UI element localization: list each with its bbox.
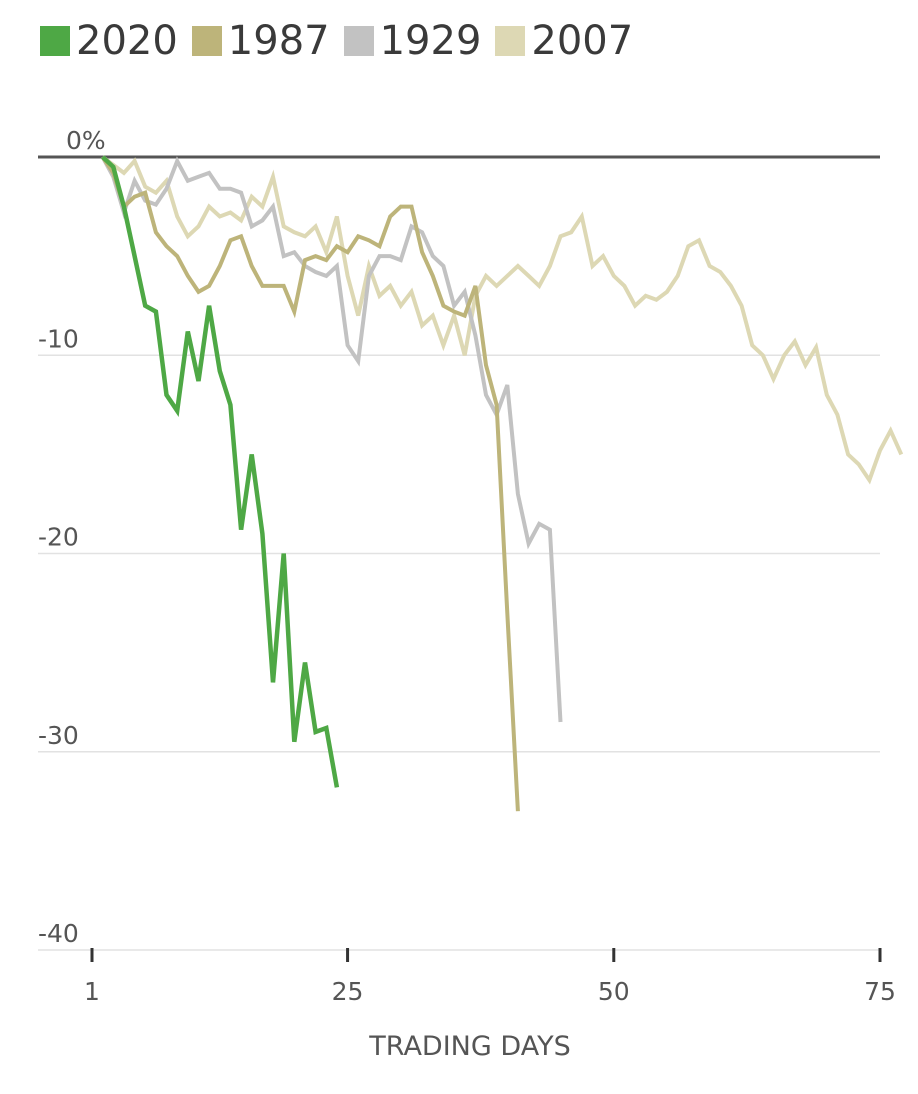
y-axis-tick-labels: 0% -10 -20 -30 -40 xyxy=(38,126,106,948)
y-tick-label: -20 xyxy=(38,523,79,552)
x-axis: 1 25 50 75 xyxy=(84,948,896,1006)
series-line-1929 xyxy=(100,156,563,723)
legend-swatch-2007 xyxy=(495,26,526,56)
grid-lines xyxy=(38,155,880,951)
y-tick-label: -10 xyxy=(38,324,79,353)
series-line-1987 xyxy=(100,155,520,812)
chart-legend: 2020 1987 1929 2007 xyxy=(40,18,647,64)
legend-item-2007: 2007 xyxy=(495,18,633,64)
legend-item-1987: 1987 xyxy=(191,18,330,64)
x-tick-label: 1 xyxy=(84,977,100,1006)
legend-label-1929: 1929 xyxy=(379,18,482,64)
legend-swatch-1929 xyxy=(343,26,374,56)
x-axis-title: TRADING DAYS xyxy=(368,1031,570,1062)
y-tick-label: -30 xyxy=(38,721,79,750)
y-tick-label: 0% xyxy=(66,126,106,155)
legend-label-1987: 1987 xyxy=(227,18,330,64)
series-lines xyxy=(100,155,904,812)
x-tick-label: 25 xyxy=(332,977,364,1006)
legend-swatch-2020 xyxy=(40,26,70,56)
legend-swatch-1987 xyxy=(191,26,222,56)
x-tick-label: 50 xyxy=(598,977,630,1006)
legend-label-2007: 2007 xyxy=(531,18,634,64)
series-line-2020 xyxy=(101,155,340,788)
legend-item-2020: 2020 xyxy=(40,18,178,64)
y-tick-label: -40 xyxy=(38,919,79,948)
legend-label-2020: 2020 xyxy=(76,18,178,64)
x-tick-label: 75 xyxy=(864,977,896,1006)
series-line-2007 xyxy=(101,155,904,485)
legend-item-1929: 1929 xyxy=(343,18,482,64)
